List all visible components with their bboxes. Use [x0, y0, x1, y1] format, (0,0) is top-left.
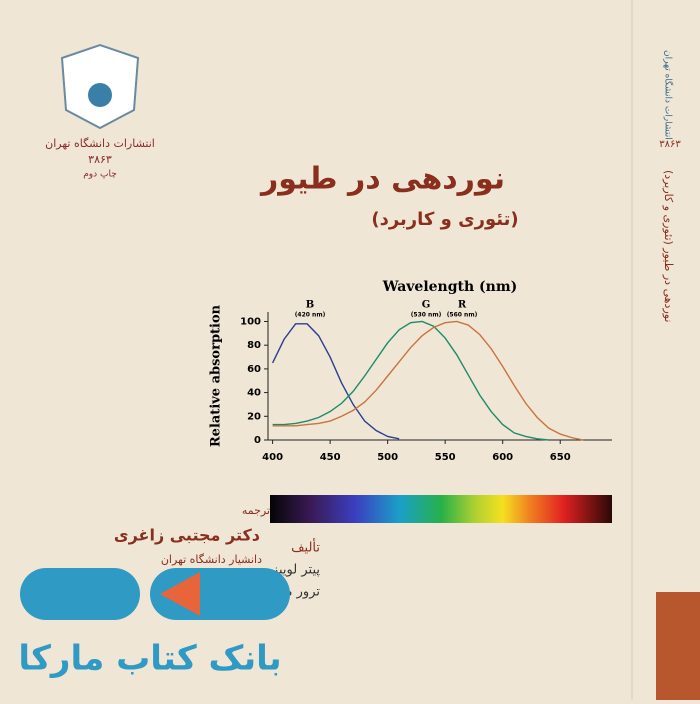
x-tick-label: 450	[320, 452, 341, 463]
spine-number: ۳۸۶۳	[659, 139, 681, 150]
y-tick-label: 60	[247, 364, 261, 375]
translator-name: دکتر مجتبی زاغری	[114, 526, 260, 545]
line	[272, 320, 549, 441]
peak-wavelength: (420 nm)	[295, 312, 326, 319]
peak-label: R	[458, 300, 467, 311]
translator-role: ترجمه	[242, 504, 270, 517]
chart-title: Wavelength (nm)	[382, 279, 518, 295]
peak-wavelength: (530 nm)	[411, 312, 442, 319]
spine-title: نوردهی در طیور (تئوری و کاربرد)	[662, 170, 675, 323]
publisher: انتشارات دانشگاه تهران	[45, 137, 155, 150]
line	[271, 323, 400, 440]
edition: چاپ دوم	[83, 170, 117, 180]
x-tick-label: 600	[492, 452, 513, 463]
x-tick-label: 500	[377, 452, 398, 463]
spine-band	[656, 592, 700, 700]
y-tick-label: 20	[247, 411, 261, 422]
subtitle: (تئوری و کاربرد)	[371, 209, 518, 230]
translator-position: دانشیار دانشگاه تهران	[161, 553, 262, 566]
line	[272, 320, 584, 441]
chart: Wavelength (nm) Relative absorption 0 20 40 6…	[209, 279, 612, 463]
y-tick-label: 40	[247, 388, 261, 399]
peak-label: B	[306, 300, 314, 311]
publisher-number: ۳۸۶۳	[88, 153, 112, 166]
authors-role: تألیف	[291, 538, 320, 556]
y-tick-label: 0	[254, 435, 261, 446]
peak-label: G	[422, 300, 431, 311]
title: نوردهی در طیور	[259, 162, 505, 197]
peak-wavelength: (560 nm)	[447, 312, 478, 319]
x-tick-label: 650	[550, 452, 571, 463]
spectrum	[270, 495, 612, 523]
author-name: پیتر لوییز	[271, 563, 321, 578]
y-axis-label: Relative absorption	[209, 304, 224, 447]
x-tick-label: 550	[435, 452, 456, 463]
y-tick-label: 100	[240, 316, 261, 327]
spine-publisher: انتشارات دانشگاه تهران	[663, 50, 675, 140]
watermark-logo	[20, 568, 290, 620]
logo	[60, 43, 140, 130]
x-tick-label: 400	[262, 452, 283, 463]
y-tick-label: 80	[247, 340, 261, 351]
watermark: بانک کتاب مارکا	[18, 639, 281, 679]
